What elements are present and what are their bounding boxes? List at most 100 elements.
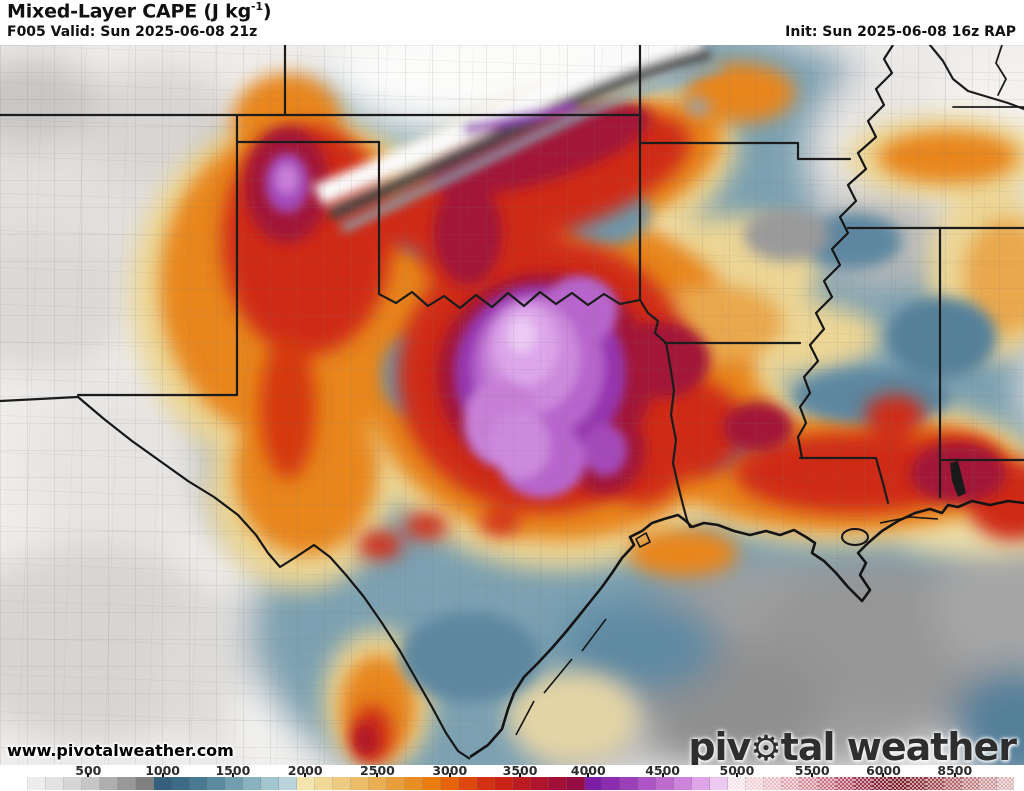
colorbar-tick-mark — [811, 773, 814, 778]
colorbar-segment — [620, 777, 639, 790]
colorbar-segment — [422, 777, 441, 790]
colorbar-segment — [494, 777, 513, 790]
gear-icon: ⚙ — [750, 729, 781, 765]
colorbar-segment — [45, 777, 64, 790]
colorbar-tick-label: 6000 — [866, 763, 901, 778]
weather-map: www.pivotalweather.com piv⚙tal weather — [0, 45, 1024, 765]
colorbar-segment — [369, 777, 388, 790]
colorbar-tick-label: 4000 — [570, 763, 606, 778]
colorbar-segment — [799, 777, 818, 790]
colorbar-segment — [764, 777, 782, 790]
colorbar-scale: 500 1000 1500 2000 2500 3000 3500 4000 4500 5000 5… — [10, 763, 1014, 778]
colorbar-tick-label: 3000 — [432, 763, 468, 778]
colorbar-segment — [440, 777, 459, 790]
colorbar-tick-mark — [587, 773, 590, 778]
colorbar-segment — [997, 777, 1015, 790]
rio-grande-border — [77, 396, 471, 760]
colorbar-segment — [943, 777, 962, 790]
colorbar-tick-label: 500 — [75, 763, 102, 778]
mississippi-river — [77, 45, 894, 760]
colorbar-segment — [207, 777, 226, 790]
header-bar: Mixed-Layer CAPE (J kg-1) F005 Valid: Su… — [0, 0, 1024, 45]
logo-text-post: tal weather — [780, 725, 1017, 765]
colorbar-segment — [243, 777, 262, 790]
colorbar-segment — [315, 777, 334, 790]
colorbar-segment — [81, 777, 100, 790]
page-title: Mixed-Layer CAPE (J kg-1) — [7, 0, 272, 23]
pivotal-weather-logo: piv⚙tal weather — [688, 725, 1017, 765]
colorbar-segment — [871, 777, 890, 790]
colorbar-tick-mark — [882, 773, 885, 778]
colorbar-segment — [710, 777, 729, 790]
colorbar-tick-mark — [953, 773, 956, 778]
colorbar-tick-label: 3500 — [502, 763, 538, 778]
colorbar-tick-mark — [735, 773, 738, 778]
colorbar-tick-label: 1500 — [215, 763, 251, 778]
colorbar-segment — [853, 777, 872, 790]
colorbar-segment — [333, 777, 352, 790]
title-text: Mixed-Layer CAPE (J kg — [7, 0, 252, 23]
colorbar-segment — [674, 777, 693, 790]
colorbar-segment — [279, 777, 298, 790]
colorbar-segment — [225, 777, 244, 790]
colorbar-segment — [135, 777, 154, 790]
colorbar-tick-label: 5500 — [794, 763, 830, 778]
colorbar-tick-label: 1000 — [145, 763, 180, 778]
colorbar-tick-mark — [448, 773, 451, 778]
cape-map-graphic — [0, 45, 1024, 765]
colorbar-segment — [189, 777, 208, 790]
colorbar-segment — [476, 777, 495, 790]
valid-time-label: F005 Valid: Sun 2025-06-08 21z — [7, 24, 258, 40]
colorbar-segment — [817, 777, 836, 790]
colorbar-segment — [548, 777, 567, 790]
colorbar-segment — [458, 777, 477, 790]
gulf-coastline — [469, 461, 1024, 759]
colorbar-segment — [781, 777, 800, 790]
lake-pontchartrain — [841, 528, 869, 546]
colorbar-tick-mark — [519, 773, 522, 778]
colorbar-segment — [153, 777, 172, 790]
colorbar-segment — [584, 777, 603, 790]
colorbar-segment — [10, 777, 28, 790]
colorbar-segment — [692, 777, 711, 790]
colorbar-segment — [99, 777, 118, 790]
colorbar-segment — [746, 777, 765, 790]
colorbar-segment — [907, 777, 926, 790]
colorbar-tick-label: 2000 — [287, 763, 323, 778]
county-boundaries — [0, 45, 1024, 765]
colorbar-segment — [566, 777, 585, 790]
colorbar-segment — [512, 777, 531, 790]
title-suffix: ) — [262, 0, 272, 23]
colorbar-segment — [728, 777, 747, 790]
colorbar-tick-mark — [161, 773, 164, 778]
colorbar-segments — [10, 777, 1015, 790]
colorbar-segment — [117, 777, 136, 790]
colorbar-segment — [27, 777, 46, 790]
colorbar-segment — [63, 777, 82, 790]
colorbar-segment — [638, 777, 657, 790]
colorbar-tick-label: 4500 — [645, 763, 680, 778]
colorbar-tick-mark — [661, 773, 664, 778]
colorbar-segment — [351, 777, 370, 790]
colorbar-segment — [979, 777, 998, 790]
colorbar: 500 1000 1500 2000 2500 3000 3500 4000 4500 5000 5… — [0, 763, 1024, 791]
colorbar-segment — [656, 777, 675, 790]
state-borders — [0, 45, 1024, 529]
colorbar-segment — [171, 777, 190, 790]
colorbar-segment — [261, 777, 280, 790]
colorbar-segment — [889, 777, 908, 790]
title-superscript: -1 — [251, 0, 263, 13]
colorbar-segment — [297, 777, 316, 790]
init-time-label: Init: Sun 2025-06-08 16z RAP — [785, 24, 1016, 40]
colorbar-tick-mark — [87, 773, 90, 778]
colorbar-segment — [387, 777, 405, 790]
logo-text-pre: piv — [688, 725, 751, 765]
site-watermark: www.pivotalweather.com — [7, 741, 234, 760]
colorbar-segment — [925, 777, 944, 790]
colorbar-tick-label: 2500 — [360, 763, 395, 778]
colorbar-segment — [602, 777, 621, 790]
galveston-bay — [635, 532, 651, 548]
colorbar-tick-mark — [231, 773, 234, 778]
colorbar-tick-label: 5000 — [719, 763, 755, 778]
colorbar-segment — [961, 777, 980, 790]
